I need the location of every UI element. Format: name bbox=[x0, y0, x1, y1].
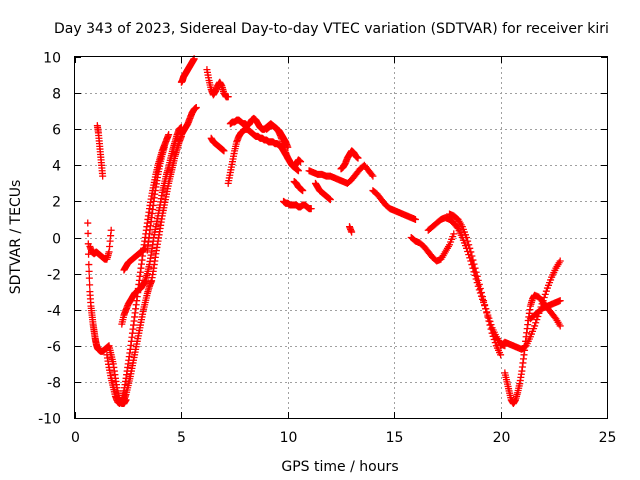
data-point bbox=[348, 228, 356, 236]
x-tick-label: 10 bbox=[280, 430, 298, 446]
data-point bbox=[85, 267, 93, 275]
y-tick-label: -6 bbox=[47, 340, 61, 356]
data-point bbox=[472, 268, 480, 276]
x-tick-labels: 0 5 10 15 20 25 bbox=[71, 430, 616, 446]
y-axis-label: SDTVAR / TECUs bbox=[8, 180, 24, 295]
data-point bbox=[490, 335, 498, 343]
data-point bbox=[484, 313, 492, 321]
plot-frame bbox=[74, 56, 608, 419]
data-point bbox=[488, 329, 496, 337]
data-point bbox=[450, 230, 458, 238]
data-point bbox=[556, 257, 564, 265]
data-point bbox=[541, 290, 549, 298]
data-point bbox=[470, 260, 478, 268]
data-point bbox=[487, 325, 495, 333]
data-point bbox=[299, 187, 307, 195]
data-point bbox=[326, 196, 334, 204]
data-point bbox=[476, 284, 484, 292]
data-point bbox=[491, 339, 499, 347]
data-point bbox=[160, 143, 168, 151]
y-tick-label: 0 bbox=[52, 232, 61, 248]
data-point bbox=[468, 252, 476, 260]
data-point bbox=[497, 351, 505, 359]
data-point bbox=[483, 309, 491, 317]
data-point bbox=[84, 229, 92, 237]
data-point bbox=[224, 93, 232, 101]
data-point bbox=[165, 131, 173, 139]
data-point bbox=[369, 172, 377, 180]
x-axis-label: GPS time / hours bbox=[281, 459, 398, 475]
y-tick-label: 8 bbox=[52, 87, 61, 103]
y-tick-label: -10 bbox=[38, 412, 61, 428]
data-point bbox=[489, 332, 497, 340]
y-tick-label: 6 bbox=[52, 123, 61, 139]
data-point bbox=[467, 248, 475, 256]
data-point bbox=[471, 264, 479, 272]
data-point bbox=[480, 297, 488, 305]
data-point bbox=[297, 158, 305, 166]
data-point bbox=[556, 297, 564, 305]
data-point bbox=[485, 317, 493, 325]
data-point bbox=[469, 256, 477, 264]
data-point bbox=[220, 147, 228, 155]
data-point bbox=[86, 281, 94, 289]
data-point bbox=[192, 104, 200, 112]
x-tick-label: 25 bbox=[599, 430, 617, 446]
data-point bbox=[482, 305, 490, 313]
data-point bbox=[477, 289, 485, 297]
x-tick-label: 20 bbox=[493, 430, 511, 446]
x-tick-label: 15 bbox=[386, 430, 404, 446]
chart-title: Day 343 of 2023, Sidereal Day-to-day VTE… bbox=[54, 21, 609, 37]
data-point bbox=[354, 154, 362, 162]
y-tick-label: -4 bbox=[47, 304, 61, 320]
x-tick-label: 5 bbox=[177, 430, 186, 446]
data-point bbox=[99, 172, 107, 180]
data-point bbox=[294, 167, 302, 175]
data-point bbox=[531, 322, 539, 330]
data-point bbox=[486, 321, 494, 329]
data-point bbox=[466, 244, 474, 252]
data-point bbox=[533, 316, 541, 324]
y-tick-label: -2 bbox=[47, 268, 61, 284]
data-point bbox=[532, 319, 540, 327]
data-point bbox=[84, 219, 92, 227]
data-point bbox=[85, 261, 93, 269]
data-point bbox=[464, 237, 472, 245]
data-point bbox=[475, 280, 483, 288]
x-tick-label: 0 bbox=[71, 430, 80, 446]
data-point bbox=[556, 322, 564, 330]
data-point bbox=[465, 241, 473, 249]
data-point bbox=[481, 301, 489, 309]
data-point bbox=[85, 274, 93, 282]
y-tick-label: -8 bbox=[47, 376, 61, 392]
data-point bbox=[141, 244, 149, 252]
y-tick-label: 4 bbox=[52, 159, 61, 175]
data-point bbox=[542, 287, 550, 295]
data-point bbox=[107, 226, 115, 234]
y-tick-label: 10 bbox=[43, 51, 61, 67]
data-point bbox=[474, 276, 482, 284]
data-point bbox=[368, 171, 376, 179]
axis-ticks bbox=[75, 57, 608, 419]
data-point bbox=[473, 272, 481, 280]
data-point bbox=[479, 293, 487, 301]
data-point bbox=[463, 234, 471, 241]
data-point bbox=[307, 205, 315, 213]
y-tick-label: 2 bbox=[52, 195, 61, 211]
y-tick-labels: -10 -8 -6 -4 -2 0 2 4 6 8 10 bbox=[38, 51, 61, 428]
data-points bbox=[84, 55, 564, 408]
data-point bbox=[411, 215, 419, 223]
